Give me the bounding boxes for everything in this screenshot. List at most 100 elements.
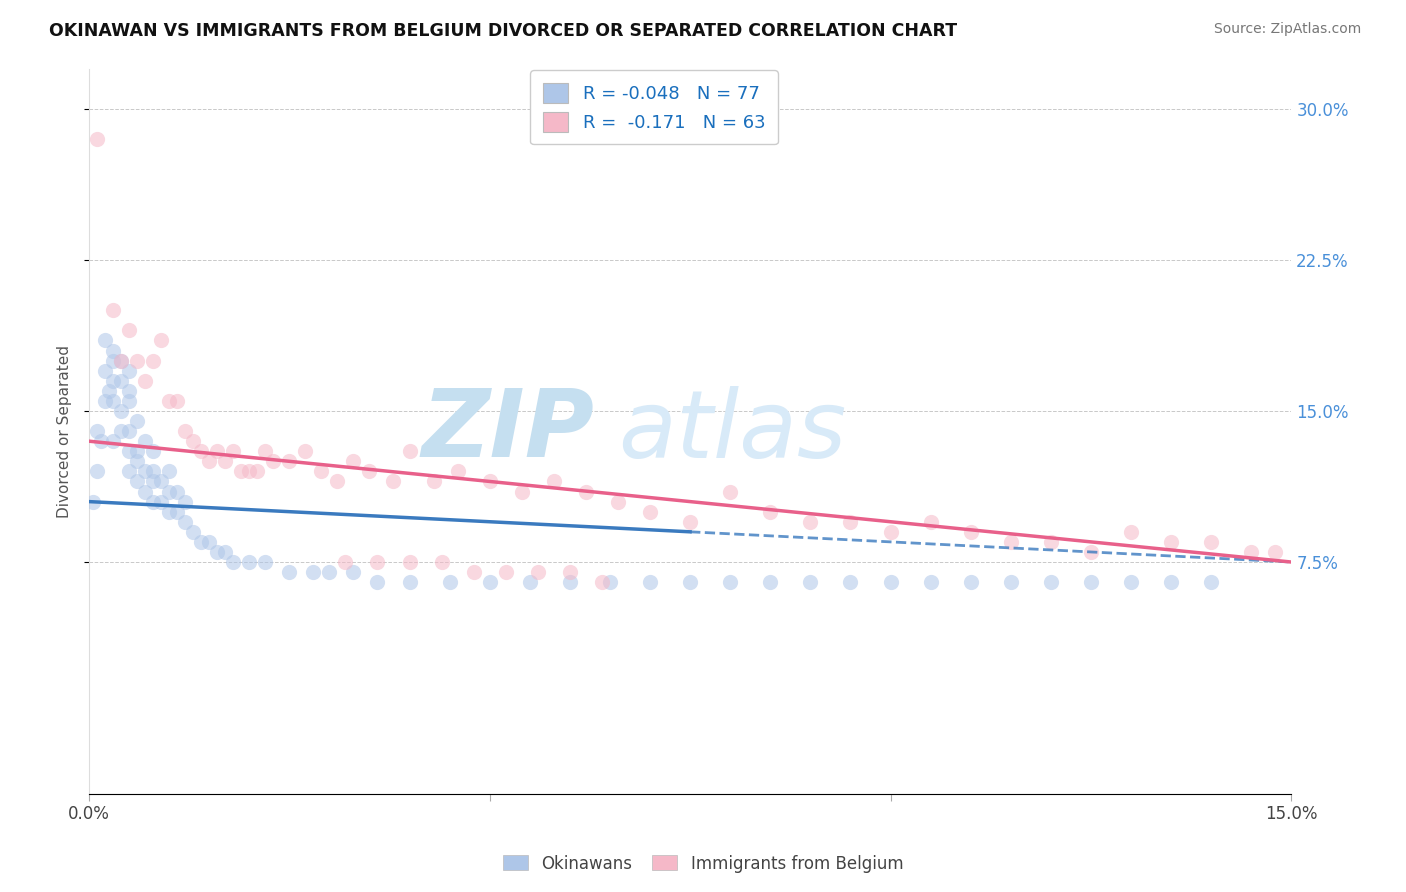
Point [142, 444, 165, 458]
Point [366, 555, 388, 569]
Point [101, 374, 124, 388]
Point [558, 565, 581, 579]
Point [278, 565, 301, 579]
Text: OKINAWAN VS IMMIGRANTS FROM BELGIUM DIVORCED OR SEPARATED CORRELATION CHART: OKINAWAN VS IMMIGRANTS FROM BELGIUM DIVO… [49, 22, 957, 40]
Point [205, 444, 228, 458]
Point [125, 475, 148, 489]
Point [1119, 524, 1142, 539]
Point [478, 575, 501, 590]
Point [101, 303, 124, 318]
Point [382, 475, 405, 489]
Point [134, 464, 156, 478]
Point [446, 464, 468, 478]
Point [142, 464, 165, 478]
Point [1160, 534, 1182, 549]
Point [190, 444, 212, 458]
Point [166, 484, 188, 499]
Point [110, 404, 132, 418]
Point [526, 565, 548, 579]
Point [366, 575, 388, 590]
Legend: Okinawans, Immigrants from Belgium: Okinawans, Immigrants from Belgium [496, 848, 910, 880]
Point [430, 555, 453, 569]
Point [166, 393, 188, 408]
Point [150, 475, 173, 489]
Point [959, 575, 981, 590]
Point [591, 575, 613, 590]
Point [181, 524, 204, 539]
Point [254, 444, 277, 458]
Point [246, 464, 269, 478]
Point [254, 555, 277, 569]
Point [1039, 534, 1062, 549]
Point [181, 434, 204, 449]
Point [157, 464, 180, 478]
Point [1000, 575, 1022, 590]
Point [166, 505, 188, 519]
Point [118, 364, 141, 378]
Point [134, 484, 156, 499]
Point [495, 565, 517, 579]
Point [157, 393, 180, 408]
Point [190, 534, 212, 549]
Point [214, 545, 236, 559]
Point [638, 575, 661, 590]
Point [318, 565, 340, 579]
Point [278, 454, 301, 468]
Point [1080, 545, 1102, 559]
Point [150, 494, 173, 508]
Point [94, 334, 117, 348]
Point [1160, 575, 1182, 590]
Y-axis label: Divorced or Separated: Divorced or Separated [58, 344, 72, 517]
Point [478, 475, 501, 489]
Text: atlas: atlas [619, 385, 846, 476]
Point [920, 515, 942, 529]
Point [174, 494, 197, 508]
Point [222, 555, 245, 569]
Point [90, 434, 112, 449]
Point [759, 505, 782, 519]
Point [342, 565, 364, 579]
Point [101, 434, 124, 449]
Point [214, 454, 236, 468]
Point [94, 393, 117, 408]
Point [110, 374, 132, 388]
Point [174, 515, 197, 529]
Point [799, 515, 821, 529]
Point [125, 454, 148, 468]
Point [839, 575, 862, 590]
Point [86, 424, 108, 438]
Point [238, 464, 260, 478]
Point [1080, 575, 1102, 590]
Point [311, 464, 333, 478]
Point [879, 575, 901, 590]
Point [1039, 575, 1062, 590]
Point [398, 575, 420, 590]
Point [879, 524, 901, 539]
Point [543, 475, 565, 489]
Point [110, 353, 132, 368]
Point [101, 353, 124, 368]
Point [959, 524, 981, 539]
Point [157, 484, 180, 499]
Point [118, 323, 141, 337]
Point [679, 515, 702, 529]
Point [101, 393, 124, 408]
Point [638, 505, 661, 519]
Point [1119, 575, 1142, 590]
Point [599, 575, 621, 590]
Point [198, 534, 221, 549]
Point [575, 484, 598, 499]
Point [1000, 534, 1022, 549]
Point [920, 575, 942, 590]
Point [174, 424, 197, 438]
Point [101, 343, 124, 358]
Point [510, 484, 533, 499]
Point [110, 353, 132, 368]
Point [198, 454, 221, 468]
Point [150, 334, 173, 348]
Point [398, 555, 420, 569]
Point [342, 454, 364, 468]
Point [94, 364, 117, 378]
Point [1264, 545, 1286, 559]
Point [142, 475, 165, 489]
